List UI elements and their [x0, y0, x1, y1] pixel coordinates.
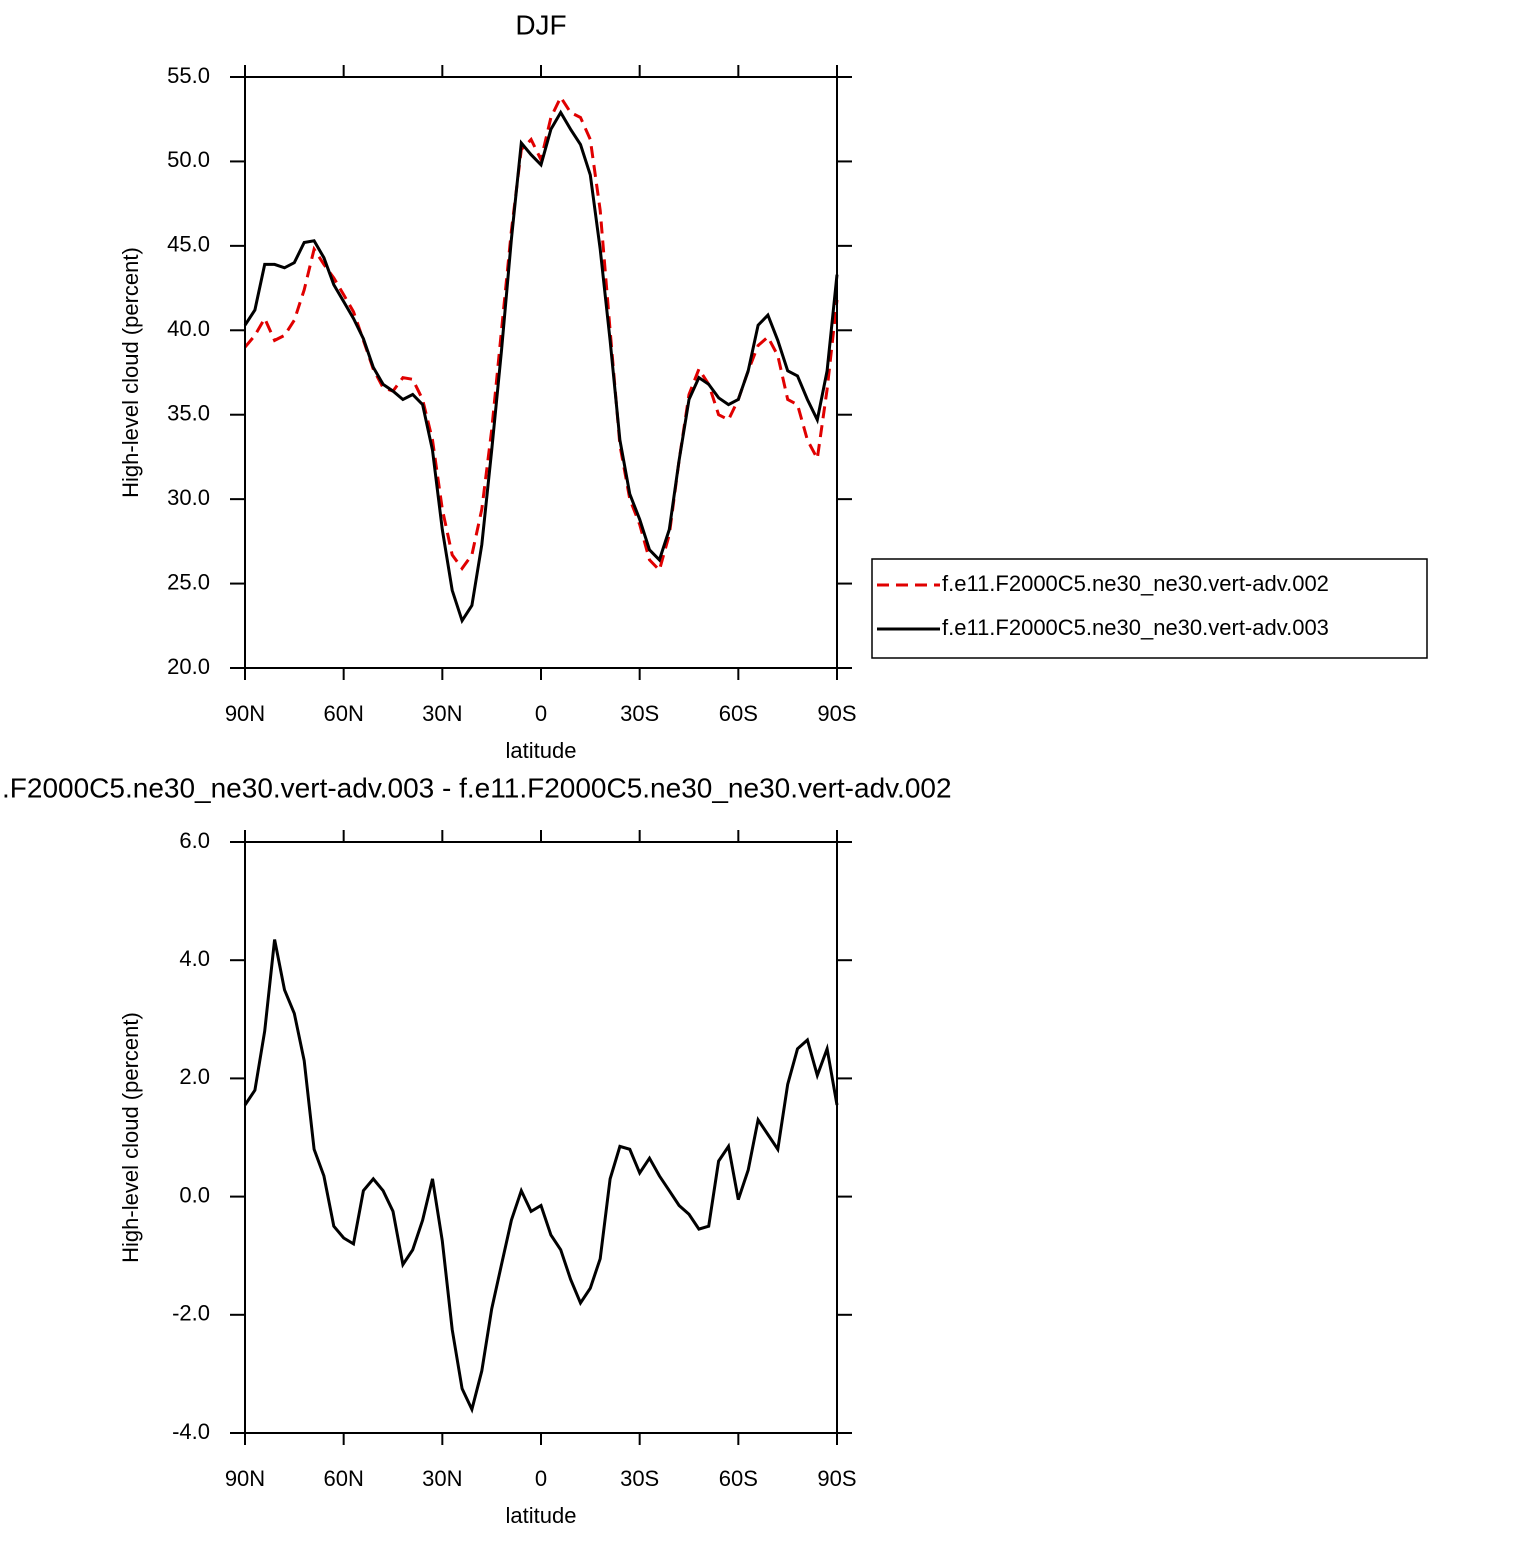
y-tick-label: 2.0 — [179, 1064, 210, 1089]
y-axis-label: High-level cloud (percent) — [118, 247, 143, 498]
x-tick-label: 60N — [323, 701, 363, 726]
y-tick-label: 50.0 — [167, 147, 210, 172]
x-axis-label: latitude — [506, 1503, 577, 1528]
y-tick-label: 25.0 — [167, 569, 210, 594]
data-line — [243, 94, 839, 574]
x-tick-label: 90S — [817, 1466, 856, 1491]
x-tick-label: 0 — [535, 1466, 547, 1491]
x-tick-label: 30N — [422, 1466, 462, 1491]
x-tick-label: 90N — [225, 701, 265, 726]
x-axis-label: latitude — [506, 738, 577, 763]
y-tick-label: 30.0 — [167, 485, 210, 510]
y-tick-label: 0.0 — [179, 1182, 210, 1207]
y-tick-label: 55.0 — [167, 63, 210, 88]
x-tick-label: 90S — [817, 701, 856, 726]
y-tick-label: 45.0 — [167, 232, 210, 257]
plot-frame — [244, 76, 838, 669]
x-tick-label: 30S — [620, 701, 659, 726]
y-tick-label: -4.0 — [172, 1419, 210, 1444]
legend-box — [871, 558, 1428, 659]
data-line — [243, 109, 839, 625]
y-axis-label: High-level cloud (percent) — [118, 1012, 143, 1263]
x-tick-label: 30S — [620, 1466, 659, 1491]
plot-frame — [244, 841, 838, 1434]
data-line — [243, 939, 839, 1414]
y-tick-label: 6.0 — [179, 828, 210, 853]
y-tick-label: 20.0 — [167, 654, 210, 679]
y-tick-label: -2.0 — [172, 1301, 210, 1326]
legend-label: f.e11.F2000C5.ne30_ne30.vert-adv.002 — [942, 571, 1329, 596]
x-tick-label: 90N — [225, 1466, 265, 1491]
x-tick-label: 60S — [719, 1466, 758, 1491]
legend-label: f.e11.F2000C5.ne30_ne30.vert-adv.003 — [942, 615, 1329, 640]
chart-title: DJF — [515, 9, 566, 40]
x-tick-label: 60S — [719, 701, 758, 726]
y-tick-label: 4.0 — [179, 946, 210, 971]
x-tick-label: 0 — [535, 701, 547, 726]
x-tick-label: 30N — [422, 701, 462, 726]
chart-title: .F2000C5.ne30_ne30.vert-adv.003 - f.e11.… — [2, 772, 952, 803]
y-tick-label: 35.0 — [167, 401, 210, 426]
x-tick-label: 60N — [323, 1466, 363, 1491]
y-tick-label: 40.0 — [167, 316, 210, 341]
